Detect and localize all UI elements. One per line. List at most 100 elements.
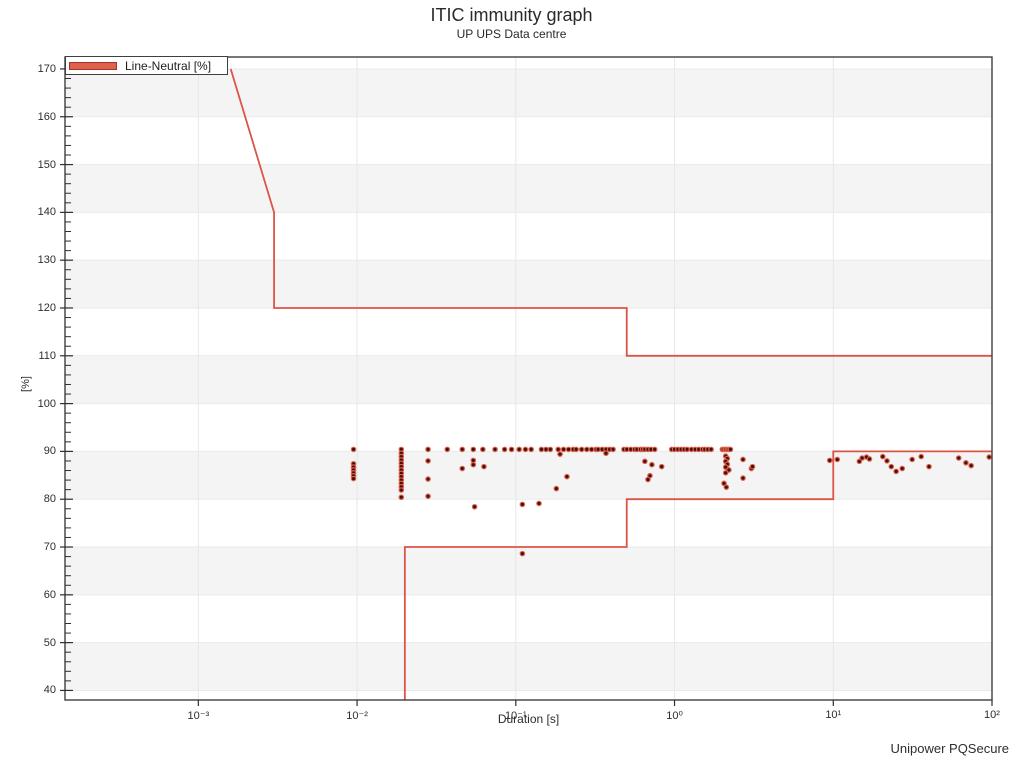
event-point <box>459 446 466 453</box>
event-point <box>859 455 865 461</box>
grid-band <box>65 355 992 404</box>
y-tick-label: 40 <box>43 684 56 697</box>
event-point <box>573 446 579 453</box>
grid-band <box>65 451 992 500</box>
x-axis-label: Duration [s] <box>497 712 560 726</box>
event-point <box>536 500 542 507</box>
event-point <box>588 446 595 453</box>
event-point <box>553 485 560 492</box>
event-point <box>350 475 357 482</box>
legend-line-swatch-icon <box>69 61 117 70</box>
event-point <box>516 446 522 453</box>
grid-band <box>65 547 992 595</box>
chart-title: ITIC immunity graph <box>430 5 593 25</box>
event-point <box>492 446 498 453</box>
y-tick-label: 50 <box>43 636 56 649</box>
event-point <box>459 465 466 472</box>
event-point <box>425 458 431 464</box>
event-point <box>538 446 545 453</box>
event-point <box>926 463 932 470</box>
y-tick-label: 130 <box>37 254 56 267</box>
itic-curve <box>403 450 992 700</box>
event-point <box>740 456 746 463</box>
event-point <box>471 503 478 510</box>
y-tick-label: 80 <box>43 493 56 506</box>
event-point <box>425 476 431 482</box>
event-point <box>647 472 653 479</box>
event-point <box>425 493 431 500</box>
plot-border <box>64 56 993 701</box>
y-tick-label: 110 <box>38 349 56 362</box>
event-point <box>879 453 886 460</box>
event-point <box>899 465 906 472</box>
x-tick-label: 10² <box>984 709 1000 721</box>
y-tick-label: 100 <box>37 397 56 410</box>
event-point <box>649 461 655 468</box>
y-tick-label: 70 <box>43 541 56 554</box>
y-tick-label: 60 <box>43 588 56 601</box>
event-point <box>986 454 992 460</box>
event-point <box>856 458 863 465</box>
itic-curve <box>229 68 992 357</box>
event-point <box>508 446 515 453</box>
event-point <box>350 446 357 453</box>
event-point <box>519 550 526 557</box>
event-point <box>528 446 534 453</box>
event-point <box>968 462 974 469</box>
event-point <box>749 463 756 470</box>
event-point <box>470 446 477 453</box>
grid-band <box>65 164 992 213</box>
y-tick-label: 160 <box>37 110 56 123</box>
event-point <box>888 463 895 470</box>
brand-text: Unipower PQSecure <box>890 741 1010 756</box>
event-point <box>727 446 734 453</box>
event-point <box>642 458 648 465</box>
event-point <box>398 487 405 493</box>
event-point <box>501 446 508 453</box>
event-point <box>603 450 609 457</box>
event-point <box>893 468 899 475</box>
legend: Line-Neutral [%] <box>65 56 228 75</box>
x-tick-label: 10⁻³ <box>187 710 210 722</box>
x-tick-label: 10⁻¹ <box>504 710 527 722</box>
event-point <box>470 461 477 468</box>
event-point <box>866 456 873 462</box>
event-point <box>684 446 690 453</box>
event-point <box>565 446 572 453</box>
event-point <box>560 446 567 453</box>
event-point <box>834 456 841 463</box>
event-point <box>444 446 451 453</box>
event-point <box>723 484 730 490</box>
y-tick-label: 120 <box>37 301 56 314</box>
event-point <box>884 458 890 464</box>
event-point <box>547 446 554 453</box>
event-point <box>955 455 962 461</box>
event-point <box>481 463 487 470</box>
event-point <box>740 475 746 481</box>
x-tick-label: 10⁻² <box>346 710 368 722</box>
event-point <box>721 480 727 487</box>
x-tick-label: 10¹ <box>825 709 842 721</box>
event-point <box>610 446 616 453</box>
grid-band <box>65 68 992 117</box>
grid-band <box>65 260 992 308</box>
event-point <box>398 494 405 501</box>
event-point <box>651 446 658 453</box>
event-point <box>564 473 570 480</box>
event-point <box>425 446 431 453</box>
event-point <box>658 463 665 470</box>
event-point <box>963 459 969 466</box>
chart-subtitle: UP UPS Data centre <box>456 27 567 41</box>
y-tick-label: 170 <box>37 62 56 75</box>
event-point <box>519 501 526 508</box>
y-tick-label: 140 <box>37 206 56 219</box>
y-tick-label: 90 <box>43 445 56 458</box>
event-point <box>480 446 486 453</box>
event-point <box>578 446 585 453</box>
event-point <box>909 456 915 463</box>
event-point <box>826 457 833 464</box>
grid-band <box>65 642 992 691</box>
event-point <box>918 453 924 460</box>
